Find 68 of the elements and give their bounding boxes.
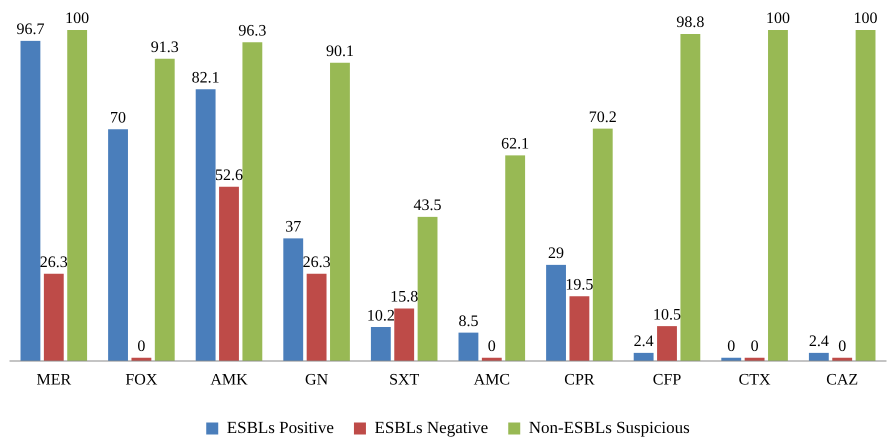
bar — [592, 128, 613, 361]
x-tick-label: AMK — [210, 372, 248, 389]
data-label: 70 — [110, 109, 126, 126]
bar — [242, 42, 262, 361]
data-label: 43.5 — [414, 197, 442, 214]
x-tick-label: CPR — [564, 372, 595, 389]
legend-label: Non-ESBLs Suspicious — [528, 418, 690, 437]
data-label: 29 — [548, 245, 564, 262]
data-label: 26.3 — [302, 254, 331, 272]
data-label: 0 — [137, 338, 146, 356]
data-label: 82.1 — [192, 69, 220, 86]
data-label: 10.2 — [366, 307, 395, 324]
data-label: 52.6 — [215, 167, 243, 184]
data-label: 98.8 — [676, 14, 704, 32]
x-tick-label: CFP — [652, 372, 682, 389]
bar — [634, 352, 654, 361]
data-label: 0 — [727, 338, 736, 356]
data-label: 0 — [750, 338, 759, 356]
data-label: 2.4 — [808, 333, 829, 350]
data-label: 100 — [854, 10, 878, 28]
bar — [856, 30, 876, 361]
x-tick-label: AMC — [474, 372, 510, 389]
data-label: 19.5 — [565, 276, 594, 294]
data-label: 37 — [285, 218, 302, 236]
x-tick-label: FOX — [125, 372, 158, 389]
x-tick-label: CAZ — [826, 372, 858, 389]
data-label: 90.1 — [326, 42, 354, 60]
x-tick-label: SXT — [389, 372, 420, 389]
bar — [219, 186, 239, 361]
bar — [283, 238, 304, 361]
x-tick-label: GN — [305, 372, 329, 389]
bar — [20, 40, 40, 361]
bar — [657, 326, 677, 361]
data-label: 96.3 — [238, 22, 266, 40]
bar — [418, 216, 438, 361]
bar — [306, 274, 327, 361]
x-tick-label: CTX — [738, 372, 772, 389]
x-tick-label: MER — [36, 372, 72, 389]
data-label: 15.8 — [390, 288, 418, 306]
bar — [196, 89, 216, 361]
bar — [680, 34, 700, 361]
bar — [330, 62, 350, 361]
data-label: 100 — [65, 10, 90, 28]
data-label: 91.3 — [150, 38, 179, 56]
data-label: 10.5 — [653, 306, 681, 324]
legend-label: ESBLs Positive — [226, 418, 334, 437]
data-label: 2.4 — [634, 333, 654, 350]
bar — [154, 58, 175, 361]
data-label: 70.2 — [588, 108, 617, 126]
bar — [808, 352, 829, 361]
bar — [394, 308, 414, 361]
data-label: 100 — [766, 10, 790, 28]
data-label: 0 — [838, 338, 846, 356]
bar — [458, 332, 478, 361]
bar — [108, 129, 128, 361]
bar — [67, 30, 88, 361]
data-label: 0 — [488, 338, 496, 356]
data-label: 8.5 — [458, 312, 478, 330]
data-label: 26.3 — [40, 254, 68, 272]
data-label: 96.7 — [16, 21, 44, 38]
legend-label: ESBLs Negative — [374, 418, 488, 437]
bar — [546, 264, 566, 361]
bar — [370, 327, 391, 361]
bar — [44, 274, 64, 361]
data-label: 62.1 — [501, 136, 530, 153]
bar — [569, 296, 590, 361]
bar — [505, 155, 526, 361]
bar — [768, 30, 788, 361]
